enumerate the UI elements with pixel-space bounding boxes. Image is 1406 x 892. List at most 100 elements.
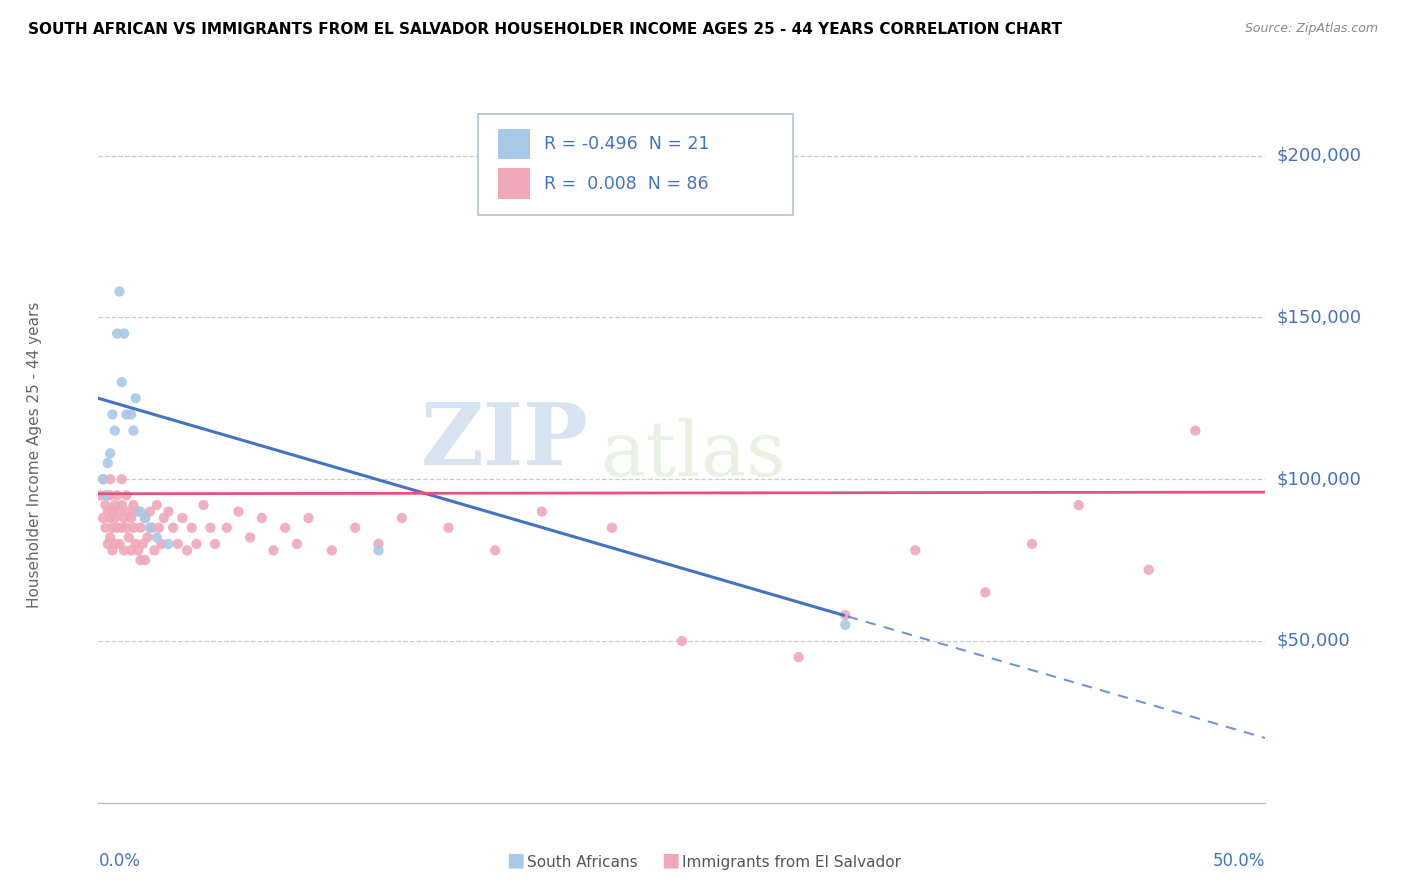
Point bbox=[787, 650, 810, 665]
Point bbox=[91, 511, 114, 525]
Point bbox=[134, 511, 156, 525]
Point bbox=[132, 537, 155, 551]
Point bbox=[176, 543, 198, 558]
Point bbox=[146, 531, 169, 545]
Point bbox=[111, 498, 134, 512]
Point bbox=[129, 504, 152, 518]
Point bbox=[974, 585, 997, 599]
Point bbox=[104, 424, 127, 438]
Point bbox=[120, 511, 142, 525]
Point bbox=[148, 521, 170, 535]
Point bbox=[122, 521, 145, 535]
Point bbox=[180, 521, 202, 535]
Point bbox=[200, 521, 222, 535]
Point bbox=[134, 553, 156, 567]
Text: SOUTH AFRICAN VS IMMIGRANTS FROM EL SALVADOR HOUSEHOLDER INCOME AGES 25 - 44 YEA: SOUTH AFRICAN VS IMMIGRANTS FROM EL SALV… bbox=[28, 22, 1062, 37]
Point bbox=[239, 531, 262, 545]
Point bbox=[162, 521, 184, 535]
Point bbox=[90, 488, 112, 502]
Point bbox=[112, 543, 135, 558]
Point bbox=[157, 537, 180, 551]
Point bbox=[104, 498, 127, 512]
Point bbox=[104, 537, 127, 551]
Point bbox=[1184, 424, 1206, 438]
Point bbox=[285, 537, 308, 551]
Text: ■: ■ bbox=[506, 851, 524, 870]
Point bbox=[101, 521, 124, 535]
Point bbox=[120, 543, 142, 558]
Point bbox=[391, 511, 413, 525]
Point bbox=[321, 543, 343, 558]
FancyBboxPatch shape bbox=[498, 128, 530, 159]
Text: ZIP: ZIP bbox=[420, 399, 589, 483]
Point bbox=[97, 504, 120, 518]
Point bbox=[97, 488, 120, 502]
Point bbox=[150, 537, 173, 551]
Text: $100,000: $100,000 bbox=[1277, 470, 1361, 488]
Point bbox=[105, 326, 128, 341]
Point bbox=[1067, 498, 1090, 512]
Text: Source: ZipAtlas.com: Source: ZipAtlas.com bbox=[1244, 22, 1378, 36]
Point bbox=[127, 543, 149, 558]
Point bbox=[671, 634, 693, 648]
Point bbox=[143, 543, 166, 558]
Point bbox=[120, 408, 142, 422]
Point bbox=[94, 488, 117, 502]
Point bbox=[141, 521, 163, 535]
Point bbox=[115, 488, 138, 502]
Point bbox=[118, 504, 141, 518]
Point bbox=[125, 537, 148, 551]
Point bbox=[136, 531, 159, 545]
Point bbox=[101, 543, 124, 558]
Point bbox=[98, 472, 121, 486]
Point bbox=[139, 504, 162, 518]
Point bbox=[157, 504, 180, 518]
Point bbox=[1137, 563, 1160, 577]
Point bbox=[139, 521, 162, 535]
Point bbox=[250, 511, 273, 525]
Point bbox=[91, 472, 114, 486]
Point bbox=[129, 553, 152, 567]
Point bbox=[98, 488, 121, 502]
FancyBboxPatch shape bbox=[478, 114, 793, 215]
Point bbox=[98, 446, 121, 460]
Point bbox=[834, 608, 856, 623]
Text: atlas: atlas bbox=[600, 418, 786, 491]
Point bbox=[297, 511, 319, 525]
Point bbox=[367, 543, 389, 558]
Point bbox=[204, 537, 226, 551]
Text: R = -0.496  N = 21: R = -0.496 N = 21 bbox=[544, 135, 710, 153]
Point bbox=[101, 504, 124, 518]
Text: South Africans: South Africans bbox=[527, 855, 638, 870]
Text: 0.0%: 0.0% bbox=[98, 852, 141, 870]
Point bbox=[186, 537, 208, 551]
Point bbox=[108, 285, 131, 299]
Point bbox=[127, 504, 149, 518]
Point bbox=[118, 531, 141, 545]
Point bbox=[108, 504, 131, 518]
Point bbox=[122, 424, 145, 438]
Point bbox=[115, 521, 138, 535]
Point bbox=[1021, 537, 1043, 551]
Point bbox=[262, 543, 284, 558]
Point bbox=[166, 537, 188, 551]
Point bbox=[193, 498, 215, 512]
Point bbox=[112, 511, 135, 525]
Point bbox=[215, 521, 238, 535]
Point bbox=[111, 521, 134, 535]
Point bbox=[904, 543, 927, 558]
Point bbox=[152, 511, 174, 525]
Point bbox=[105, 521, 128, 535]
Point bbox=[367, 537, 389, 551]
Text: $200,000: $200,000 bbox=[1277, 146, 1361, 165]
Text: R =  0.008  N = 86: R = 0.008 N = 86 bbox=[544, 175, 709, 193]
Point bbox=[94, 521, 117, 535]
Point bbox=[115, 408, 138, 422]
Point bbox=[122, 498, 145, 512]
Point bbox=[437, 521, 460, 535]
Point bbox=[530, 504, 553, 518]
Point bbox=[134, 511, 156, 525]
Text: $150,000: $150,000 bbox=[1277, 309, 1361, 326]
Point bbox=[172, 511, 194, 525]
Point bbox=[228, 504, 250, 518]
